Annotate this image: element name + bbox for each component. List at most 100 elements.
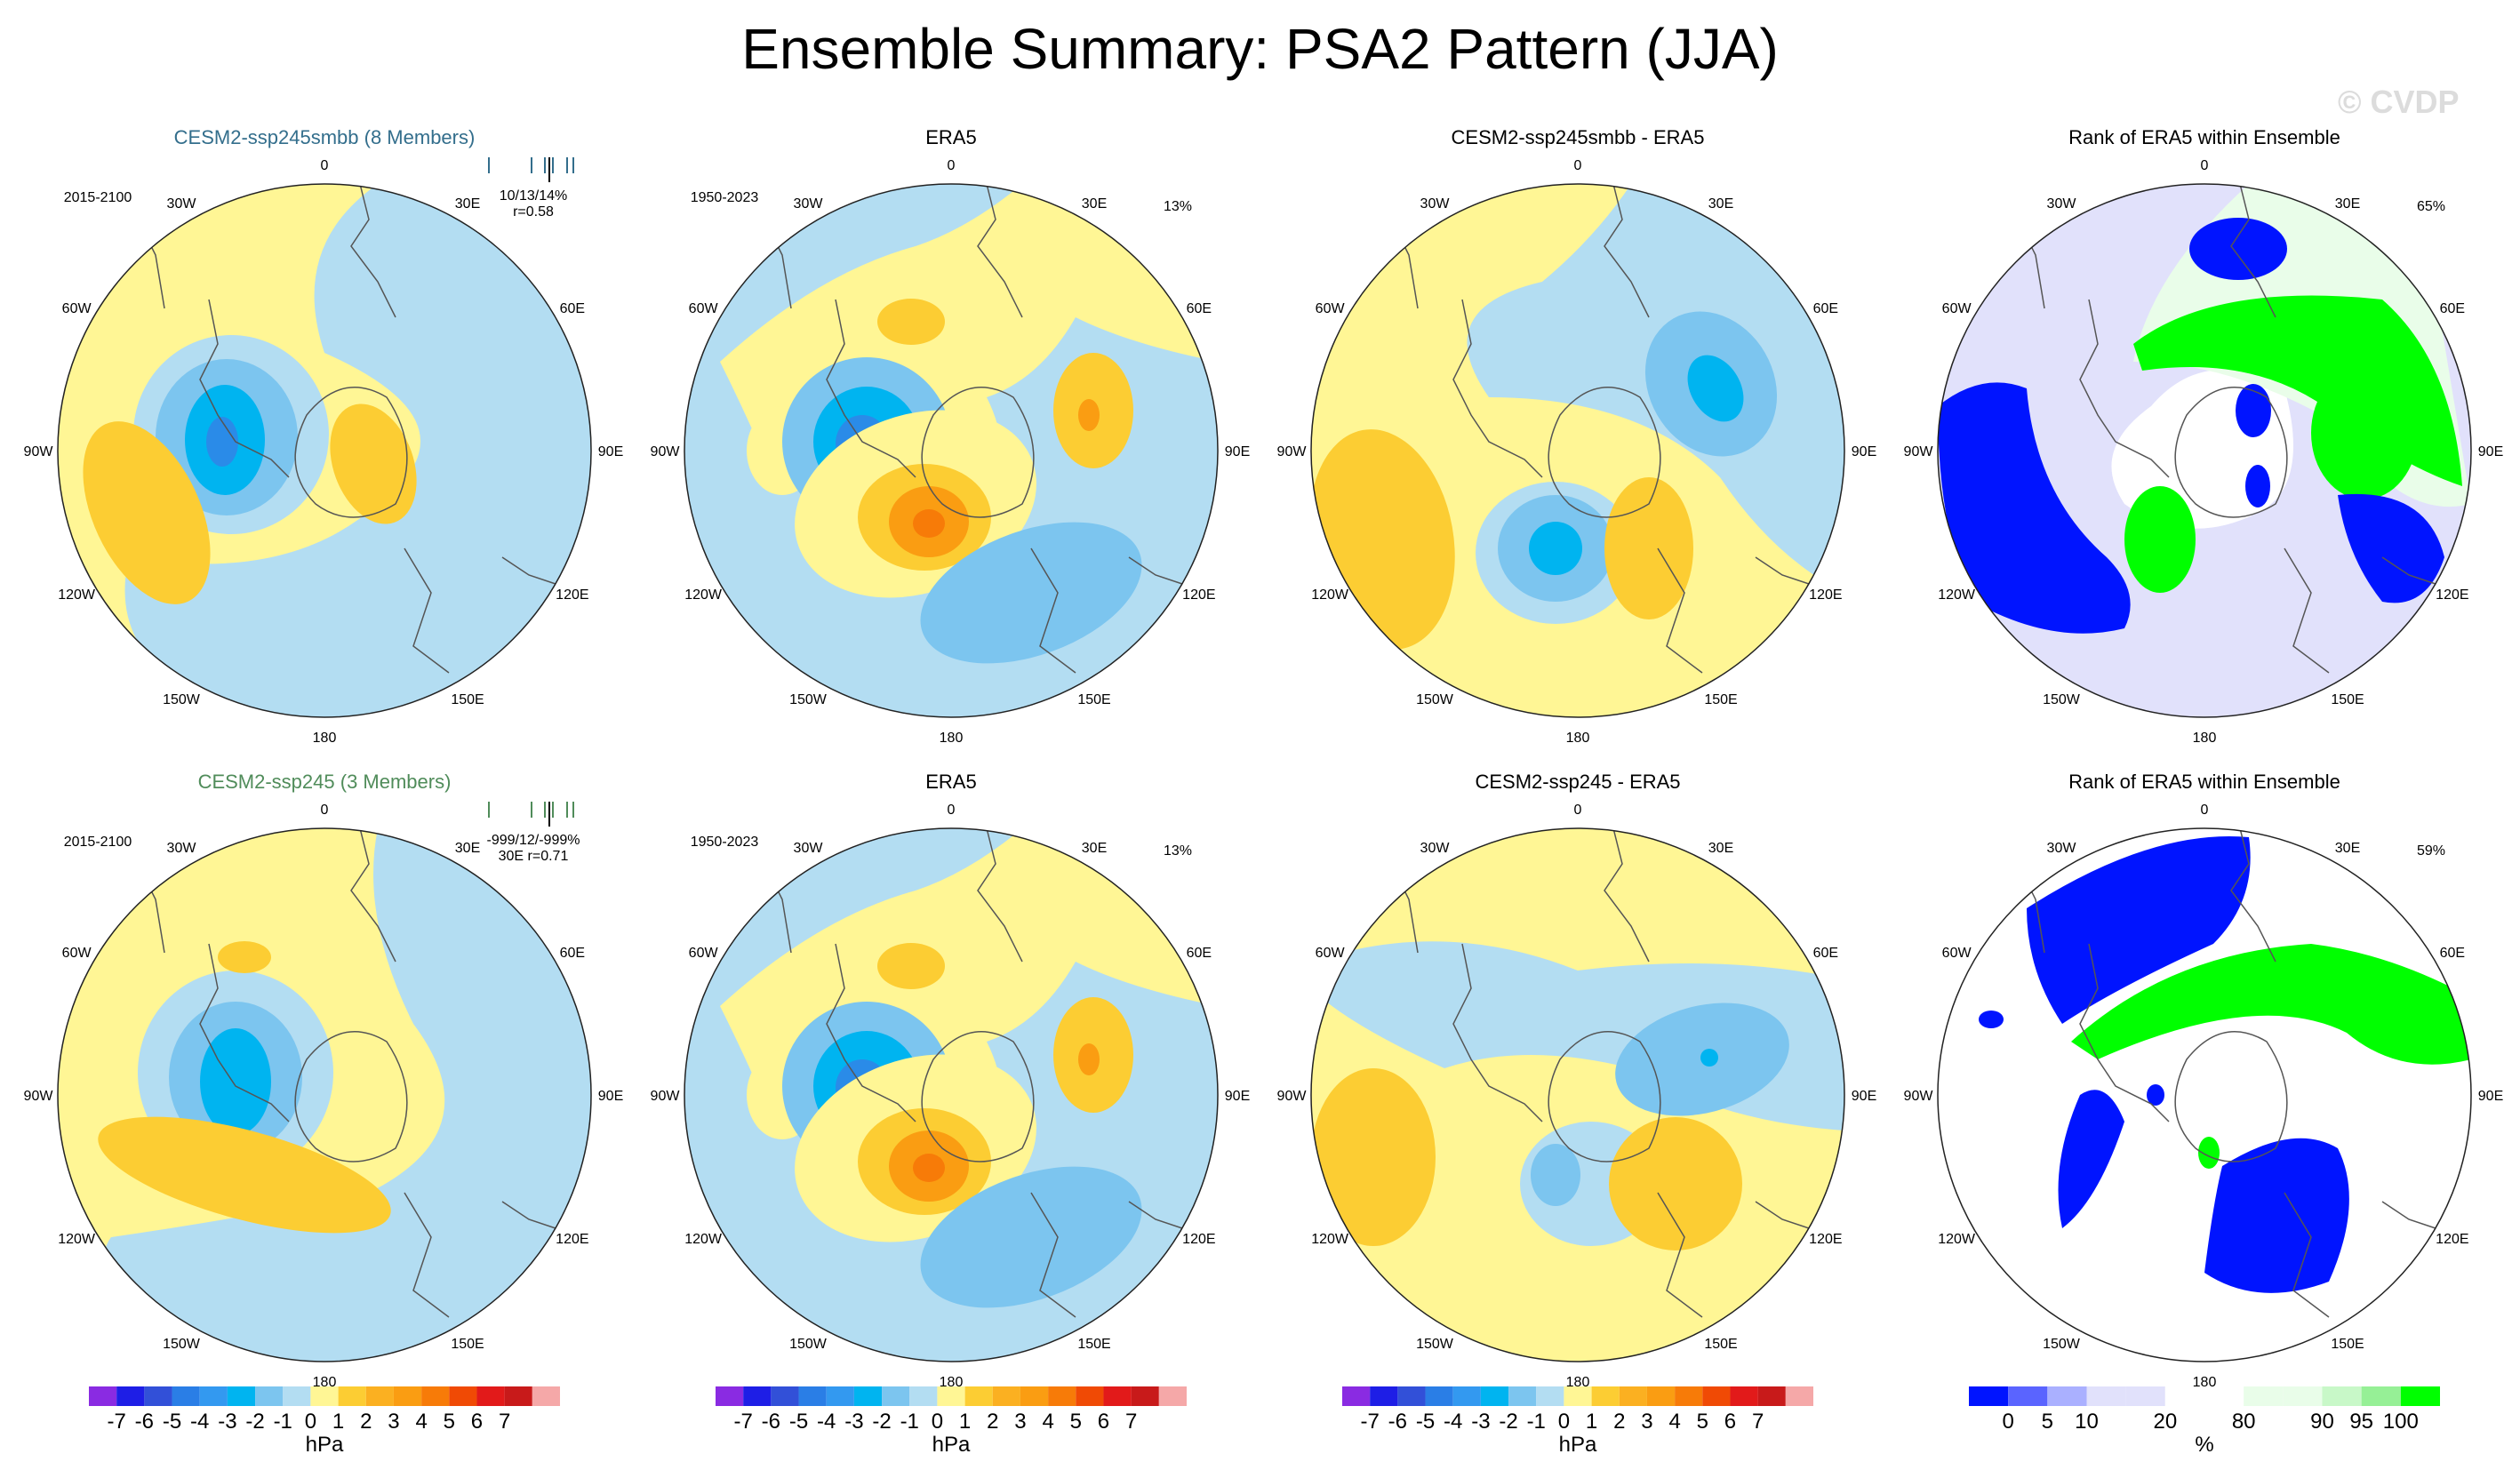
- colorbar-swatch: [199, 1386, 228, 1406]
- lon-label: 30W: [794, 196, 824, 212]
- lon-label: 150W: [789, 692, 828, 707]
- pct-label: 59%: [2417, 843, 2445, 859]
- contour-region: [2245, 465, 2270, 507]
- contour-region: [913, 509, 945, 538]
- coastline: [1548, 1031, 1661, 1162]
- colorbar-tick: -6: [1388, 1410, 1407, 1434]
- stats-line-1: 10/13/14%: [500, 188, 568, 204]
- lon-label: 120W: [1311, 587, 1349, 603]
- colorbar-tick: 3: [1014, 1410, 1026, 1434]
- coastline: [977, 184, 1023, 318]
- lon-label: 120E: [1182, 587, 1215, 603]
- lon-label: 150W: [1416, 1337, 1454, 1352]
- coastline: [1548, 387, 1661, 518]
- lon-label: 0: [1574, 803, 1582, 818]
- stats-line-2: r=0.58: [513, 204, 554, 220]
- lon-label: 0: [948, 158, 956, 173]
- lon-label: 150E: [1077, 692, 1110, 707]
- contour-region: [2189, 218, 2287, 280]
- lon-label: 90E: [1852, 1089, 1876, 1104]
- colorbar-swatch: [255, 1386, 284, 1406]
- colorbar-swatch: [1452, 1386, 1481, 1406]
- map-outline: [57, 183, 592, 718]
- colorbar-tick: 100: [2383, 1410, 2419, 1434]
- colorbar-tick: 1: [332, 1410, 344, 1434]
- colorbar-swatch: [1425, 1386, 1453, 1406]
- lon-label: 30W: [2047, 841, 2077, 856]
- lon-label: 150W: [1416, 692, 1454, 707]
- lon-label: 90E: [1852, 444, 1876, 459]
- colorbar-swatch: [1702, 1386, 1731, 1406]
- colorbar-swatch: [144, 1386, 172, 1406]
- contour-region: [1529, 522, 1582, 575]
- pct-label: 13%: [1164, 843, 1192, 859]
- lon-label: 120W: [684, 587, 723, 603]
- contour-region: [920, 522, 1142, 664]
- coastline: [977, 828, 1023, 963]
- lon-label: 30E: [1708, 196, 1733, 212]
- lon-label: 90W: [1277, 444, 1308, 459]
- colorbar-swatch: [2047, 1386, 2087, 1406]
- stats-line-1: -999/12/-999%: [487, 833, 580, 848]
- lon-label: 60E: [1187, 946, 1212, 961]
- lon-label: 30W: [167, 841, 197, 856]
- colorbar-swatch: [1591, 1386, 1620, 1406]
- colorbar-swatch: [1397, 1386, 1426, 1406]
- lon-label: 150E: [451, 692, 484, 707]
- colorbar-swatch: [1969, 1386, 2009, 1406]
- lon-label: 120E: [2436, 587, 2468, 603]
- lon-label: 180: [2193, 731, 2217, 746]
- colorbar-swatch: [1730, 1386, 1758, 1406]
- colorbar-swatch: [2322, 1386, 2362, 1406]
- colorbar-tick: 95: [2349, 1410, 2373, 1434]
- panel-title: Rank of ERA5 within Ensemble: [2068, 771, 2340, 793]
- colorbar-tick: 2: [360, 1410, 372, 1434]
- contour-region: [124, 184, 591, 717]
- lon-label: 90W: [651, 444, 681, 459]
- lon-label: 90E: [2478, 1089, 2503, 1104]
- contour-region: [1609, 1117, 1742, 1250]
- colorbar-swatch: [992, 1386, 1020, 1406]
- lon-label: 30W: [1420, 841, 1451, 856]
- lon-label: 150E: [1704, 1337, 1737, 1352]
- colorbar-tick: -2: [872, 1410, 891, 1434]
- coastline: [2079, 943, 2170, 1122]
- colorbar-swatch: [853, 1386, 883, 1406]
- contour-region: [920, 1166, 1142, 1308]
- coastline: [1030, 1192, 1076, 1318]
- pct-label: 65%: [2417, 199, 2445, 214]
- map-panel-4: 0 30E 60E 90E 120E 150E 180 150W 120W 90W 60W 30W Ra…: [1904, 126, 2504, 746]
- colorbar-swatch: [882, 1386, 910, 1406]
- colorbar-tick: 4: [1042, 1410, 1053, 1434]
- coastline: [1604, 828, 1650, 963]
- colorbar-tick: -1: [900, 1410, 919, 1434]
- lon-label: 60E: [1813, 946, 1838, 961]
- colorbar-swatch: [1564, 1386, 1592, 1406]
- colorbar-swatch: [2164, 1386, 2204, 1406]
- colorbar-tick: -3: [1471, 1410, 1490, 1434]
- colorbar-swatch: [172, 1386, 200, 1406]
- contour-region: [1078, 1043, 1100, 1075]
- colorbar-tick: 20: [2153, 1410, 2177, 1434]
- colorbar-swatch: [532, 1386, 560, 1406]
- colorbar-tick: -7: [1361, 1410, 1380, 1434]
- map-outline: [684, 183, 1219, 718]
- colorbar-tick: 1: [1586, 1410, 1597, 1434]
- colorbar-swatch: [227, 1386, 256, 1406]
- lon-label: 180: [940, 1375, 964, 1390]
- colorbar-tick: 7: [1752, 1410, 1764, 1434]
- coastline: [199, 943, 290, 1122]
- lon-label: 180: [2193, 1375, 2217, 1390]
- lon-label: 120W: [58, 587, 96, 603]
- coastline: [1604, 184, 1650, 318]
- colorbar-tick: 0: [932, 1410, 943, 1434]
- panel-title: CESM2-ssp245 - ERA5: [1475, 771, 1680, 793]
- colorbar-tick: 10: [2075, 1410, 2099, 1434]
- coastline: [826, 299, 916, 478]
- colorbar-tick: 5: [1070, 1410, 1082, 1434]
- colorbar-tick: 3: [388, 1410, 399, 1434]
- colorbar-tick: -1: [1527, 1410, 1546, 1434]
- colorbar-swatch: [1508, 1386, 1537, 1406]
- map-outline: [57, 827, 592, 1362]
- colorbar-tick: 6: [1098, 1410, 1109, 1434]
